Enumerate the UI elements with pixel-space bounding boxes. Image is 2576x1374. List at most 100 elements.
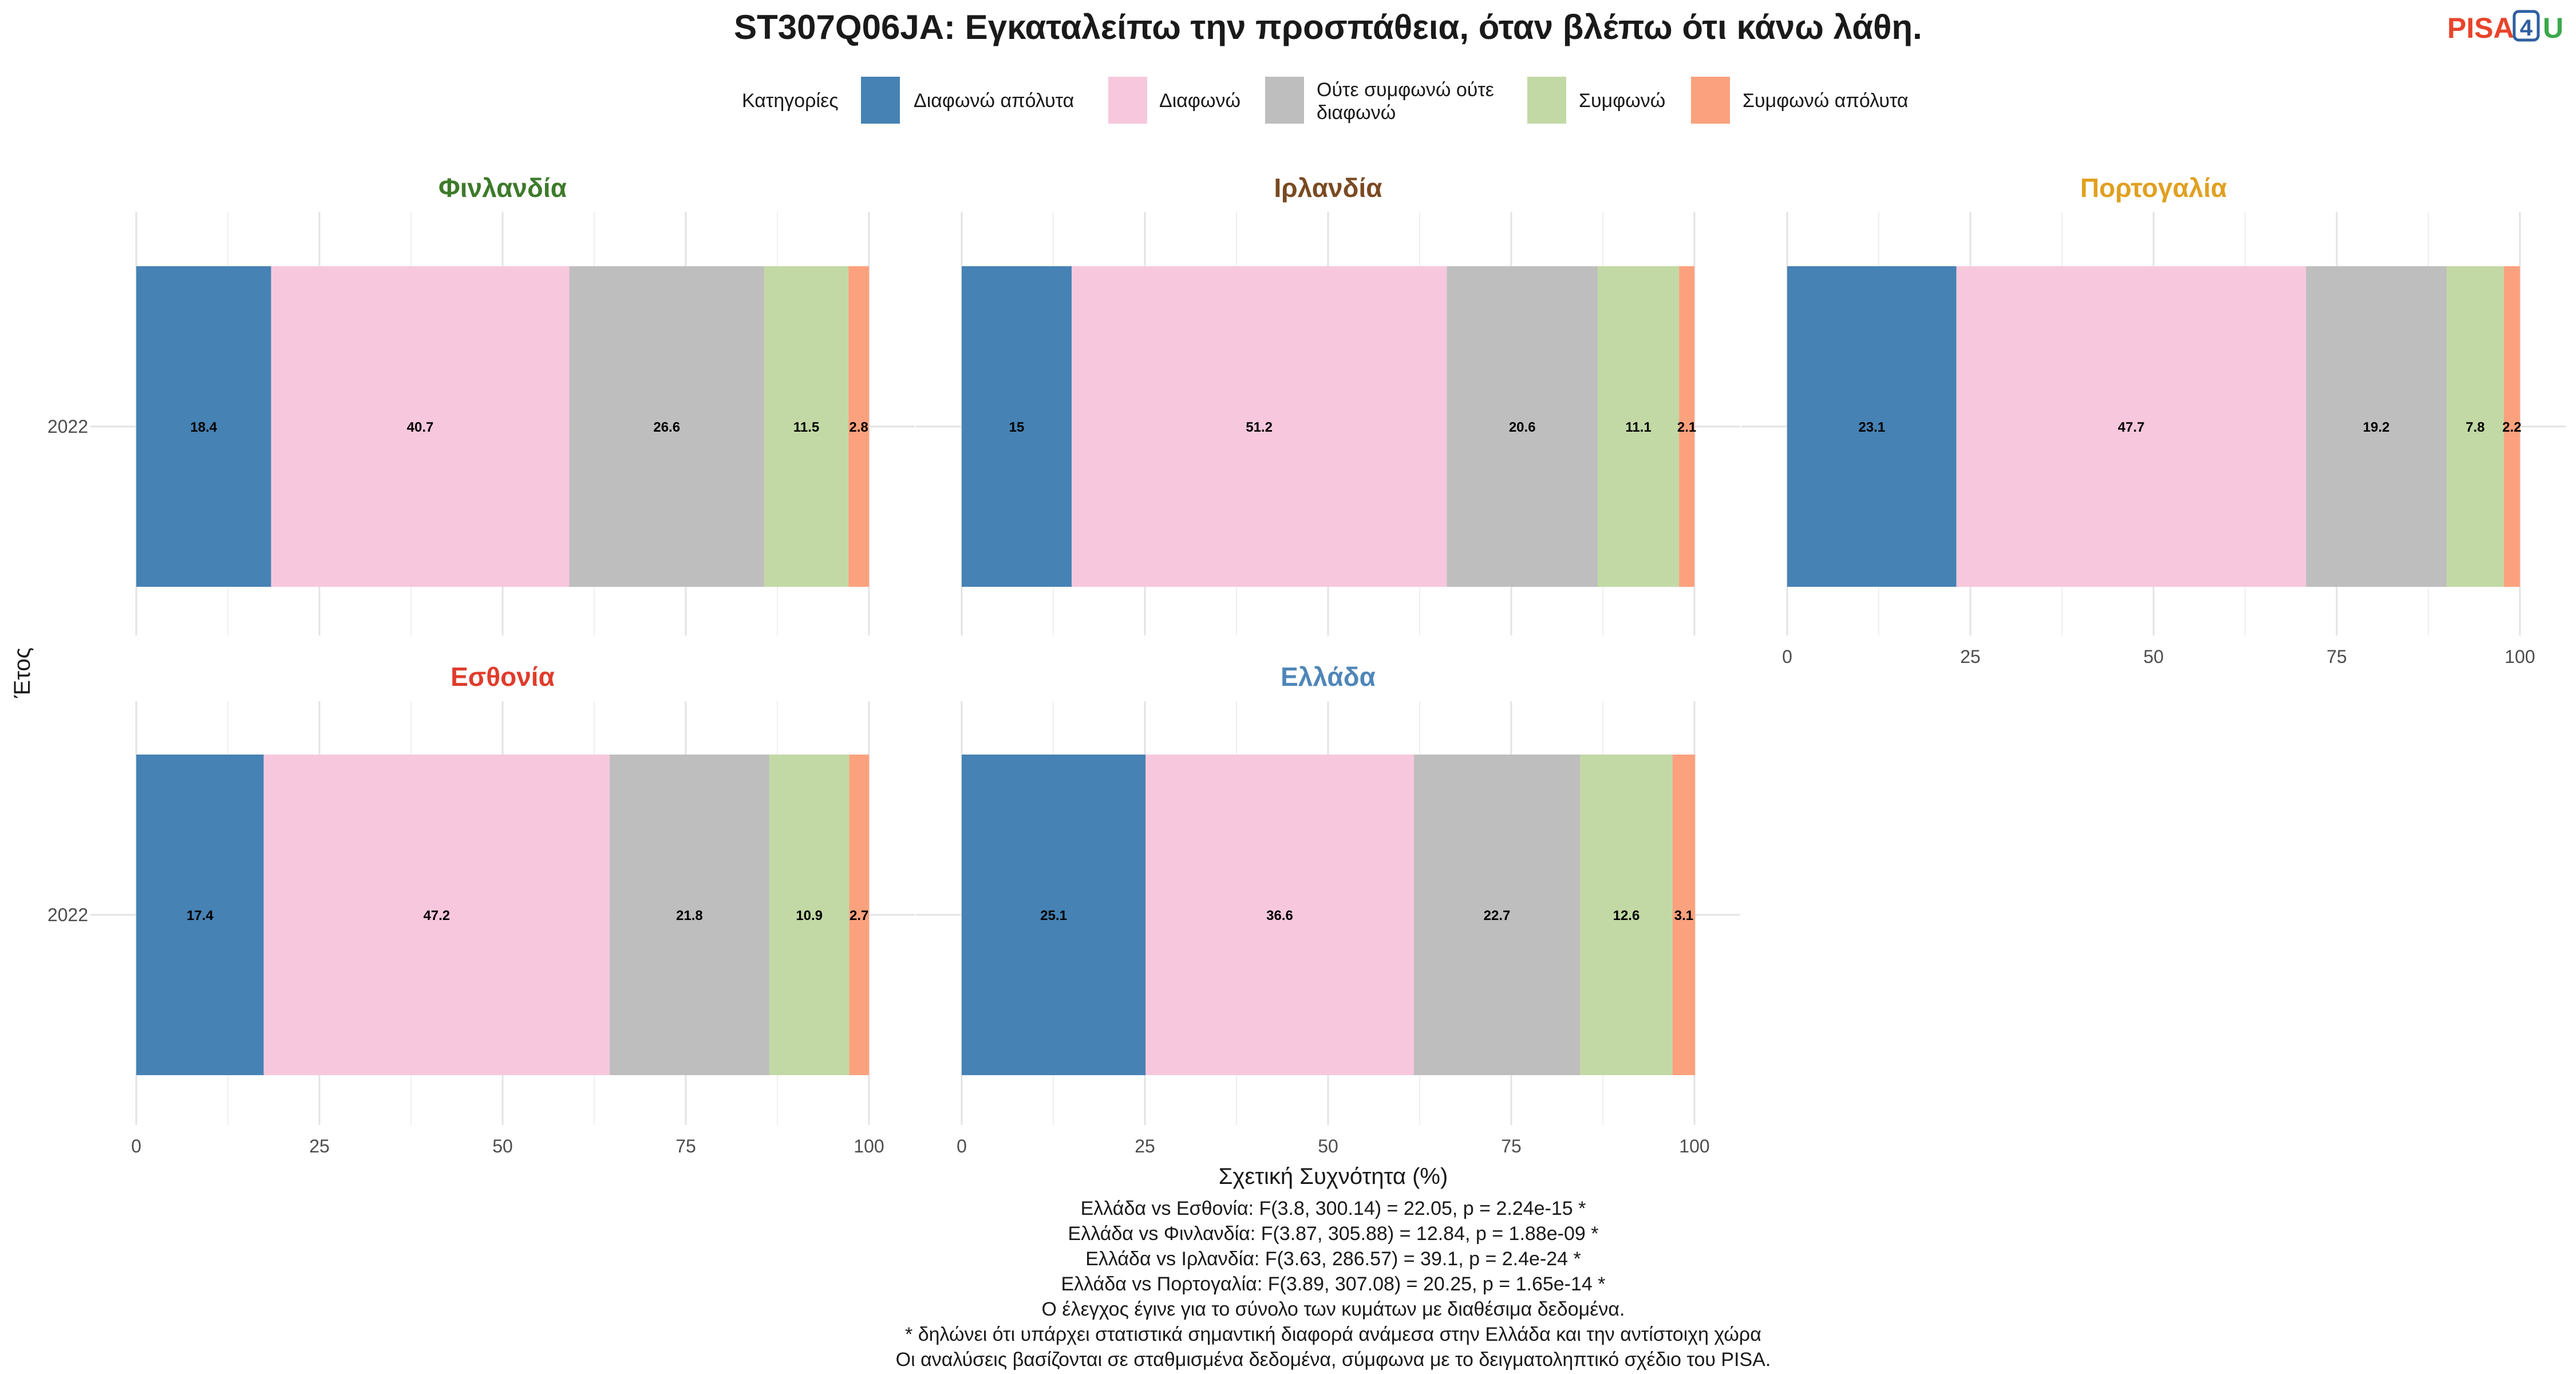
x-tick-label: 25 [1135, 1136, 1155, 1156]
chart-title: ST307Q06JA: Εγκαταλείπω την προσπάθεια, … [734, 8, 1922, 46]
bar-segment [1145, 755, 1414, 1075]
x-tick-label: 75 [675, 1136, 696, 1156]
bar-value-label: 15 [1009, 420, 1025, 435]
caption-line: Οι αναλύσεις βασίζονται σε σταθμισμένα δ… [896, 1349, 1771, 1371]
bar-value-label: 47.2 [423, 908, 450, 923]
x-tick-label: 50 [1318, 1136, 1338, 1156]
x-tick-label: 50 [2143, 646, 2164, 667]
x-tick-label: 25 [309, 1136, 330, 1156]
bar-value-label: 18.4 [190, 420, 217, 435]
panel-title: Εσθονία [451, 662, 555, 692]
bar-segment [962, 266, 1072, 587]
bar-value-label: 11.1 [1625, 420, 1651, 435]
x-tick-label: 100 [2504, 646, 2535, 667]
bar-segment [2447, 266, 2504, 587]
bar-segment [263, 755, 610, 1075]
caption-line: Ελλάδα vs Πορτογαλία: F(3.89, 307.08) = … [1061, 1273, 1606, 1295]
x-axis-title: Σχετική Συχνότητα (%) [1219, 1164, 1448, 1189]
bar-value-label: 7.8 [2466, 420, 2484, 435]
caption-line: Ελλάδα vs Φινλανδία: F(3.87, 305.88) = 1… [1068, 1223, 1599, 1245]
bar-value-label: 40.7 [407, 420, 434, 435]
bar-segment [1956, 266, 2306, 587]
panel-3: 17.4 47.2 21.8 10.9 2.7 Εσθονία 2022 0 25 50 75 100 [48, 662, 915, 1156]
bar-segment [1787, 266, 1957, 587]
panel-0: 18.4 40.7 26.6 11.5 2.8 Φινλανδία 2022 [48, 173, 915, 635]
bar-value-label: 21.8 [676, 908, 703, 923]
bar-segment [136, 266, 271, 587]
panel-1: 15 51.2 20.6 11.1 2.1 Ιρλανδία [916, 173, 1740, 635]
x-tick-label: 100 [854, 1136, 884, 1156]
x-tick-label: 0 [131, 1136, 141, 1156]
logo-text-u: U [2543, 12, 2563, 44]
bar-value-label: 51.2 [1246, 420, 1273, 435]
legend-title: Κατηγορίες [742, 90, 839, 112]
bar-value-label: 17.4 [187, 908, 214, 923]
bar-value-label: 19.2 [2363, 420, 2390, 435]
x-tick-label: 50 [492, 1136, 513, 1156]
bar-value-label: 2.8 [849, 420, 868, 435]
legend: Κατηγορίες Διαφωνώ απόλυτα Διαφωνώ Ούτε … [742, 77, 1909, 124]
bar-segment [849, 755, 869, 1075]
legend-swatch-agree-strongly [1691, 77, 1730, 124]
caption-line: * δηλώνει ότι υπάρχει στατιστικά σημαντι… [905, 1324, 1761, 1345]
logo-text-4: 4 [2520, 15, 2533, 41]
bar-value-label: 23.1 [1858, 420, 1885, 435]
panel-title: Φινλανδία [438, 173, 567, 203]
bar-value-label: 26.6 [653, 420, 680, 435]
bar-segment [962, 755, 1146, 1075]
bar-value-label: 11.5 [793, 420, 819, 435]
bar-segment [609, 755, 769, 1075]
bar-segment [136, 755, 264, 1075]
bar-segment [764, 266, 849, 587]
x-tick-label: 25 [1960, 646, 1981, 667]
bar-segment [1413, 755, 1581, 1075]
y-tick-label: 2022 [48, 416, 88, 437]
bar-value-label: 2.1 [1677, 420, 1696, 435]
panel-4: 25.1 36.6 22.7 12.6 3.1 Ελλάδα 0 25 50 75 100 [916, 662, 1740, 1156]
panels: 18.4 40.7 26.6 11.5 2.8 Φινλανδία 2022 15 51.2 20… [48, 173, 2566, 1156]
bar-value-label: 25.1 [1040, 908, 1067, 923]
bar-value-label: 10.9 [796, 908, 823, 923]
caption: Ελλάδα vs Εσθονία: F(3.8, 300.14) = 22.0… [896, 1198, 1771, 1371]
legend-swatch-agree [1527, 77, 1566, 124]
bar-segment [2306, 266, 2447, 587]
legend-label-neutral-line2: διαφωνώ [1317, 102, 1396, 124]
x-tick-label: 100 [1679, 1136, 1709, 1156]
x-tick-label: 0 [1782, 646, 1792, 667]
legend-label-agree-strongly: Συμφωνώ απόλυτα [1743, 90, 1909, 112]
caption-line: Ελλάδα vs Εσθονία: F(3.8, 300.14) = 22.0… [1081, 1198, 1586, 1219]
y-tick-label: 2022 [48, 905, 88, 925]
bar-segment [2503, 266, 2520, 587]
bar-segment [1679, 266, 1694, 587]
bar-segment [271, 266, 570, 587]
bar-segment [569, 266, 764, 587]
pisa4u-logo: PISA 4 U [2447, 10, 2563, 44]
legend-label-agree: Συμφωνώ [1579, 90, 1665, 112]
panel-2: 23.1 47.7 19.2 7.8 2.2 Πορτογαλία 0 25 50 75 100 [1741, 173, 2566, 667]
x-tick-label: 75 [2326, 646, 2347, 667]
bar-segment [848, 266, 869, 587]
legend-label-disagree: Διαφωνώ [1159, 90, 1240, 112]
bar-segment [1598, 266, 1680, 587]
bar-segment [1447, 266, 1598, 587]
bar-segment [1672, 755, 1696, 1075]
caption-line: Ο έλεγχος έγινε για το σύνολο των κυμάτω… [1042, 1298, 1625, 1320]
bar-value-label: 2.7 [850, 908, 868, 923]
bar-value-label: 47.7 [2118, 420, 2145, 435]
legend-label-disagree-strongly: Διαφωνώ απόλυτα [914, 90, 1074, 112]
x-tick-label: 75 [1501, 1136, 1522, 1156]
legend-label-neutral-line1: Ούτε συμφωνώ ούτε [1317, 79, 1494, 101]
bar-value-label: 12.6 [1613, 908, 1640, 923]
caption-line: Ελλάδα vs Ιρλανδία: F(3.63, 286.57) = 39… [1085, 1248, 1581, 1270]
bar-value-label: 20.6 [1509, 420, 1536, 435]
bar-value-label: 36.6 [1266, 908, 1293, 923]
panel-title: Πορτογαλία [2080, 173, 2227, 203]
bar-segment [1580, 755, 1673, 1075]
bar-segment [769, 755, 850, 1075]
legend-swatch-disagree-strongly [861, 77, 900, 124]
y-axis-title: Έτος [10, 647, 35, 698]
bar-value-label: 3.1 [1674, 908, 1693, 923]
panel-title: Ελλάδα [1281, 662, 1376, 692]
legend-swatch-neutral [1265, 77, 1304, 124]
bar-segment [1072, 266, 1447, 587]
